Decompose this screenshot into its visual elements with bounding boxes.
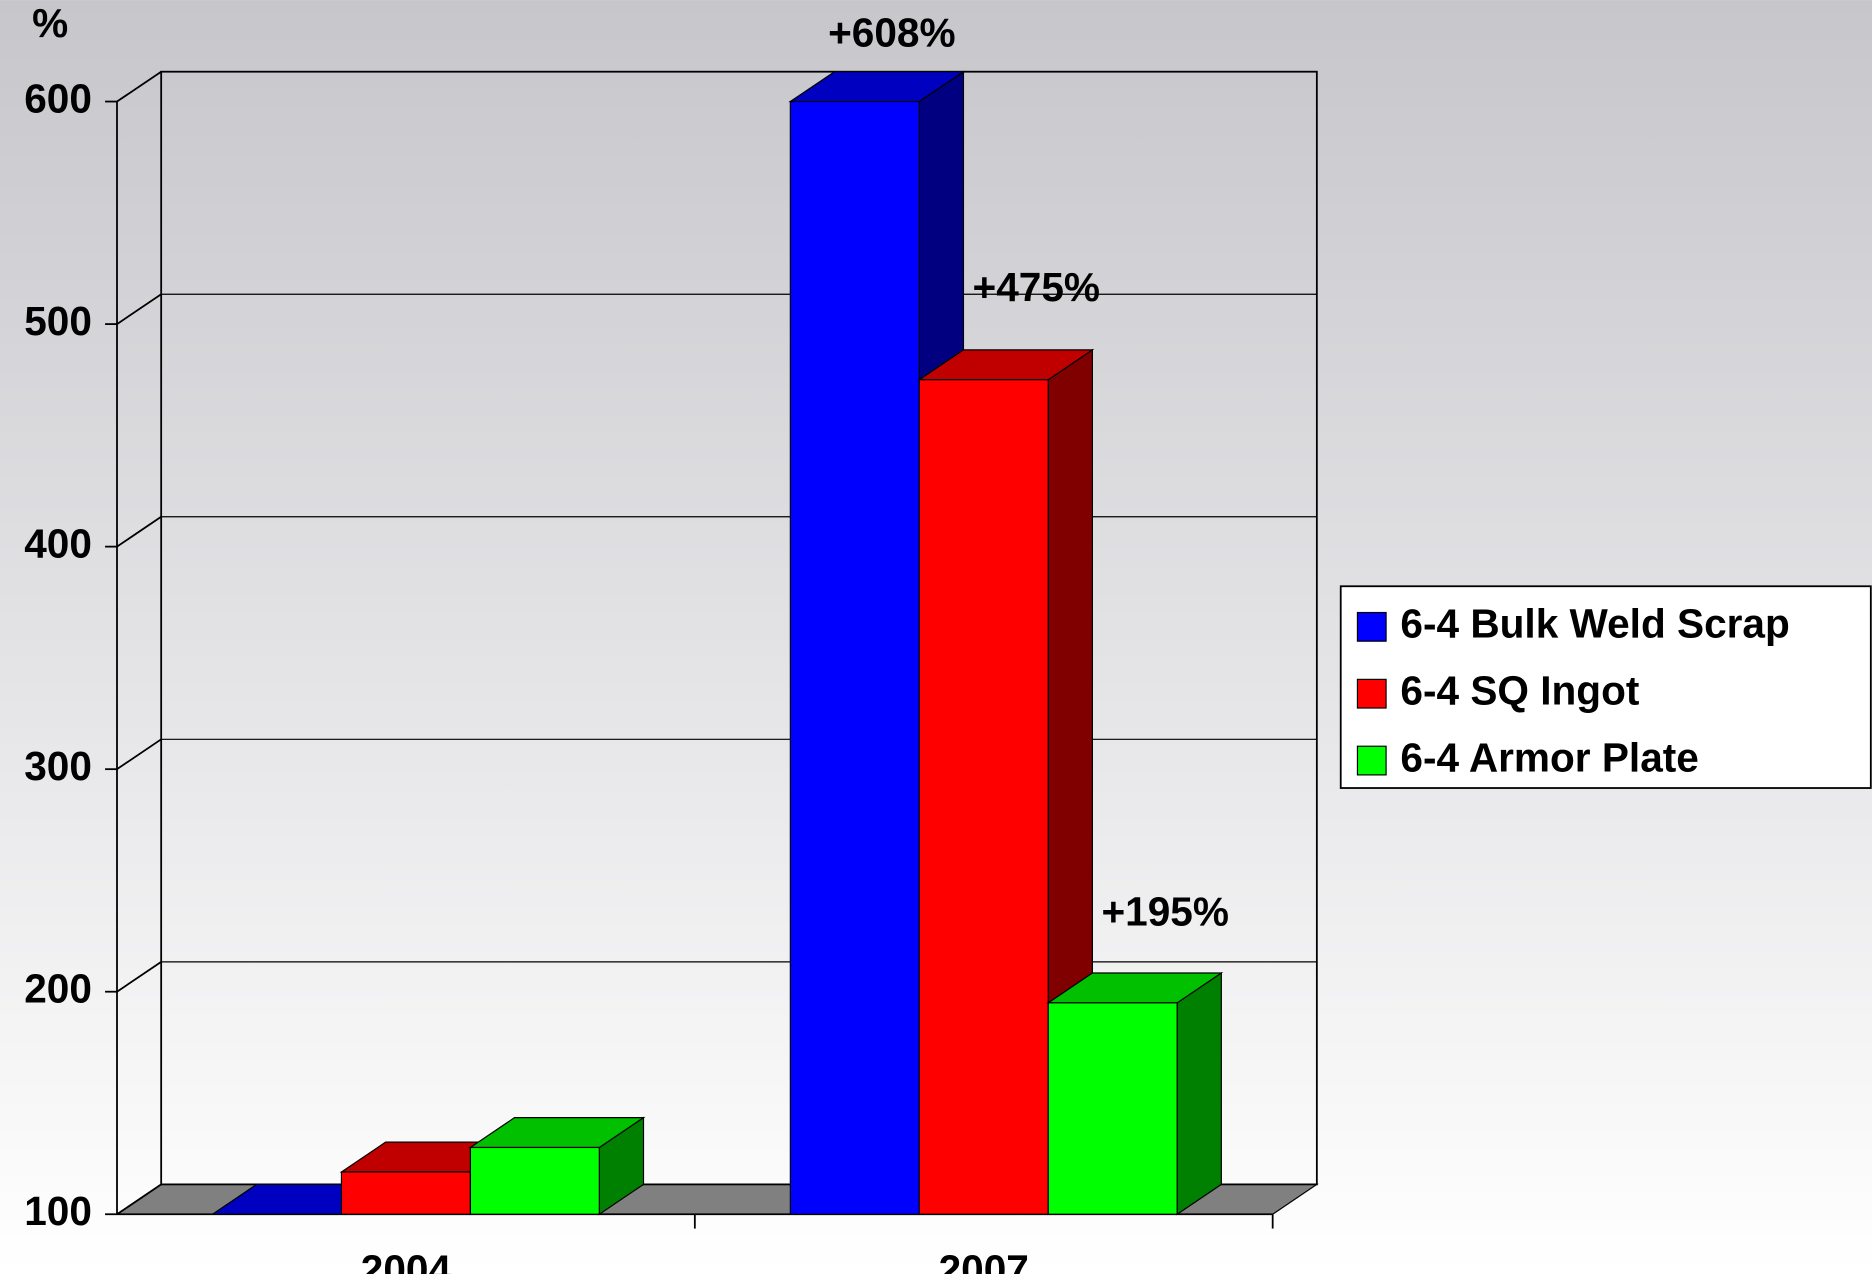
- bar: [789, 100, 920, 1215]
- x-tick-label: 2004: [361, 1246, 452, 1274]
- y-tick-label: 600: [24, 75, 92, 121]
- legend-label: 6-4 Armor Plate: [1400, 734, 1698, 780]
- legend-swatch: [1356, 611, 1387, 642]
- annotation: +475%: [973, 264, 1100, 310]
- y-tick-label: 300: [24, 743, 92, 789]
- side-grid-line: [116, 516, 162, 548]
- y-tick-label: 400: [24, 520, 92, 566]
- annotation: +608%: [828, 10, 955, 56]
- side-grid-line: [116, 293, 162, 325]
- bar: [918, 379, 1049, 1215]
- legend-box: [1339, 585, 1872, 789]
- side-grid-line: [116, 738, 162, 770]
- bar: [469, 1146, 600, 1215]
- y-tick-label: 200: [24, 965, 92, 1011]
- legend-swatch: [1356, 678, 1387, 709]
- legend-swatch: [1356, 745, 1387, 776]
- y-tick-label: 100: [24, 1188, 92, 1234]
- y-tick-label: 500: [24, 298, 92, 344]
- bar-side: [1176, 971, 1222, 1216]
- x-tick-label: 2007: [939, 1246, 1029, 1274]
- bar: [1047, 1002, 1178, 1215]
- y-axis-label: %: [32, 0, 68, 46]
- side-grid-line: [116, 70, 162, 103]
- legend-label: 6-4 SQ Ingot: [1400, 667, 1639, 713]
- bar: [340, 1171, 471, 1215]
- annotation: +195%: [1101, 888, 1228, 934]
- legend-label: 6-4 Bulk Weld Scrap: [1400, 601, 1789, 647]
- side-grid-line: [116, 1183, 162, 1215]
- side-grid-line: [116, 961, 162, 993]
